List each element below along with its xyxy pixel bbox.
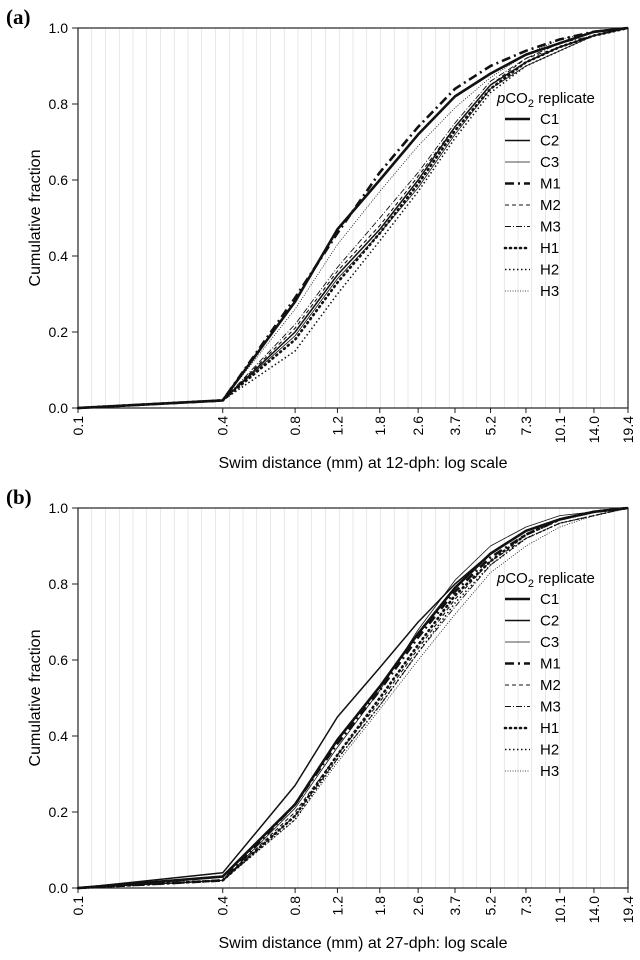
legend-entry-m3: M3: [540, 219, 561, 236]
legend-entry-m2: M2: [540, 197, 561, 214]
x-tick-label: 5.2: [483, 416, 499, 436]
x-tick-label: 2.6: [410, 416, 426, 436]
series-line-c3: [77, 507, 629, 889]
legend-title-prefix: p: [496, 90, 505, 107]
legend-title-sub: 2: [528, 98, 534, 110]
x-tick-label: 7.3: [518, 416, 534, 436]
x-tick-label: 19.4: [620, 896, 636, 923]
series-line-c1: [77, 26, 629, 410]
legend-entry-c2: C2: [540, 133, 559, 150]
plot-frame: [77, 507, 629, 889]
x-tick-label: 0.8: [287, 416, 303, 436]
y-tick-label: 0.8: [49, 96, 69, 112]
series-line-h1: [76, 26, 630, 410]
y-tick-label: 0.4: [49, 248, 69, 264]
y-axis-title: Cumulative fraction: [27, 150, 44, 287]
legend-entry-h1: H1: [540, 720, 559, 737]
series-line-h3: [77, 507, 629, 889]
series-line-m2: [77, 507, 629, 889]
y-tick-label: 0.6: [49, 172, 69, 188]
x-tick-label: 2.6: [410, 896, 426, 916]
x-tick-label: 1.2: [329, 896, 345, 916]
x-axis-title: Swim distance (mm) at 27-dph: log scale: [219, 935, 508, 952]
x-tick-label: 19.4: [620, 416, 636, 443]
y-tick-label: 0.6: [49, 652, 69, 668]
grid-lines: [91, 508, 615, 888]
y-tick-label: 0.2: [49, 804, 69, 820]
y-tick-label: 1.0: [49, 20, 69, 36]
legend-entry-c1: C1: [540, 111, 559, 128]
legend-title-suffix: replicate: [534, 90, 595, 107]
x-tick-label: 0.1: [70, 416, 86, 436]
x-tick-label: 3.7: [447, 416, 463, 436]
legend-entry-m2: M2: [540, 677, 561, 694]
legend-title-main: CO: [505, 570, 528, 587]
series-line-m3: [77, 27, 629, 409]
x-tick-label: 0.4: [215, 896, 231, 916]
y-tick-label: 0.0: [49, 880, 69, 896]
legend-entry-h2: H2: [540, 742, 559, 759]
legend-title: pCO2 replicate: [496, 570, 595, 590]
x-tick-label: 1.2: [329, 416, 345, 436]
series-line-h3: [77, 27, 629, 409]
legend-title-prefix: p: [496, 570, 505, 587]
chart-panel-a: (a) 0.0 0.2 0.4 0.6 0.8 1.0 0.1 0.4 0.8 1.2 1.8 2.6 3…: [6, 5, 636, 472]
x-tick-label: 3.7: [447, 896, 463, 916]
x-tick-label: 1.8: [372, 896, 388, 916]
chart-svg-a: (a) 0.0 0.2 0.4 0.6 0.8 1.0 0.1 0.4 0.8 1.2 1.8 2.6 3…: [6, 5, 636, 472]
x-tick-label: 14.0: [586, 896, 602, 923]
x-tick-label: 14.0: [586, 416, 602, 443]
grid-lines: [91, 28, 615, 408]
legend-entry-m1: M1: [540, 176, 561, 193]
x-tick-label: 0.8: [287, 896, 303, 916]
x-axis-title: Swim distance (mm) at 12-dph: log scale: [219, 455, 508, 472]
x-tick-label: 5.2: [483, 896, 499, 916]
series-line-h2: [77, 27, 629, 409]
legend-entry-c3: C3: [540, 634, 559, 651]
legend-entry-c2: C2: [540, 613, 559, 630]
legend-entry-h2: H2: [540, 262, 559, 279]
x-tick-label: 10.1: [552, 416, 568, 443]
legend-title-suffix: replicate: [534, 570, 595, 587]
y-axis-title: Cumulative fraction: [27, 630, 44, 767]
legend-title-main: CO: [505, 90, 528, 107]
x-tick-label: 1.8: [372, 416, 388, 436]
x-tick-label: 0.1: [70, 896, 86, 916]
x-tick-label: 7.3: [518, 896, 534, 916]
y-tick-label: 0.8: [49, 576, 69, 592]
legend-entry-c1: C1: [540, 591, 559, 608]
panel-label: (a): [6, 5, 31, 29]
legend-title: pCO2 replicate: [496, 90, 595, 110]
legend-entry-h3: H3: [540, 283, 559, 300]
legend-entry-h3: H3: [540, 763, 559, 780]
legend-title-sub: 2: [528, 578, 534, 590]
legend-entry-m1: M1: [540, 656, 561, 673]
y-tick-label: 0.2: [49, 324, 69, 340]
x-tick-label: 0.4: [215, 416, 231, 436]
y-tick-label: 0.4: [49, 728, 69, 744]
chart-svg-b: (b) 0.0 0.2 0.4 0.6 0.8 1.0 0.1 0.4 0.8 1.2 1.8 2.6 3…: [6, 485, 636, 952]
x-tick-label: 10.1: [552, 896, 568, 923]
chart-panel-b: (b) 0.0 0.2 0.4 0.6 0.8 1.0 0.1 0.4 0.8 1.2 1.8 2.6 3…: [0, 480, 640, 960]
legend-entry-c3: C3: [540, 154, 559, 171]
y-tick-label: 1.0: [49, 500, 69, 516]
panel-label: (b): [6, 485, 32, 509]
legend-entry-m3: M3: [540, 699, 561, 716]
series-line-m1: [77, 26, 629, 410]
y-tick-label: 0.0: [49, 400, 69, 416]
legend-entry-h1: H1: [540, 240, 559, 257]
plot-frame: [77, 27, 629, 409]
series-line-h1: [76, 506, 630, 890]
